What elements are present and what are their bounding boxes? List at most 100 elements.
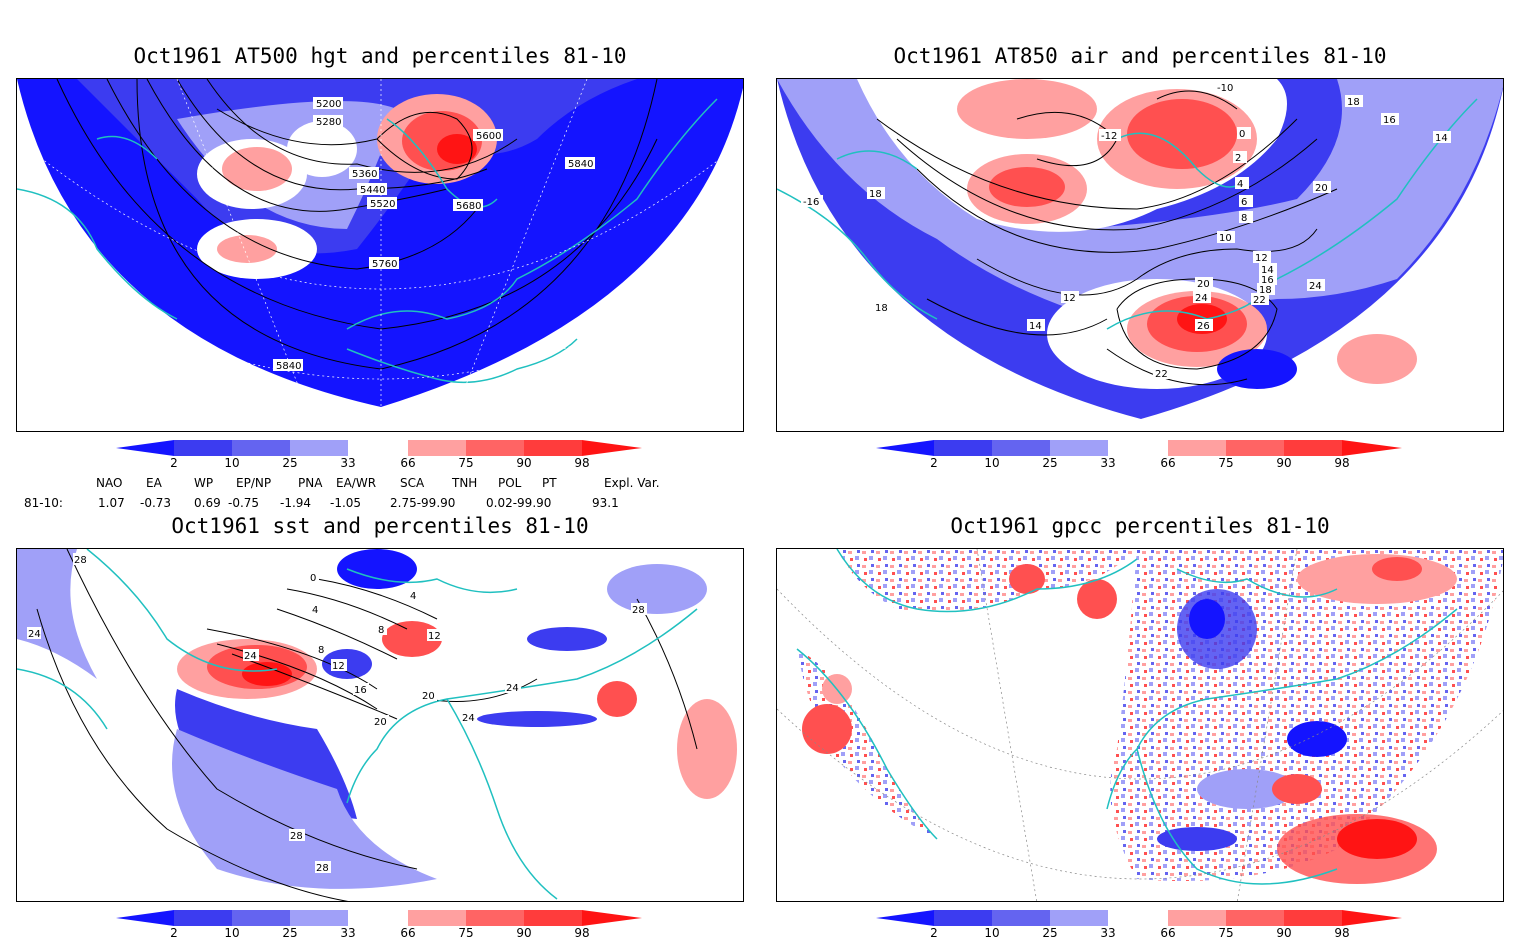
- svg-text:16: 16: [1383, 115, 1396, 126]
- panel-title-air850: Oct1961 AT850 air and percentiles 81-10: [893, 44, 1387, 68]
- svg-text:12: 12: [332, 661, 345, 672]
- contour-labels: 28 24 0 4 4 8 8 12 12 16 20 20 24 24 24 …: [27, 553, 647, 874]
- sst-contours: [36, 549, 698, 901]
- index-header: TNH: [452, 476, 478, 490]
- svg-text:8: 8: [1241, 213, 1247, 224]
- svg-text:0: 0: [310, 573, 316, 584]
- svg-text:20: 20: [1315, 183, 1328, 194]
- svg-text:12: 12: [1063, 293, 1076, 304]
- svg-text:14: 14: [1261, 265, 1274, 276]
- svg-text:-12: -12: [1101, 131, 1117, 142]
- svg-text:18: 18: [1259, 285, 1272, 296]
- svg-text:28: 28: [632, 605, 645, 616]
- cb-label: 33: [1100, 926, 1116, 940]
- cb-label: 98: [1334, 926, 1350, 940]
- svg-text:14: 14: [1435, 133, 1448, 144]
- index-header: EA: [146, 476, 162, 490]
- svg-text:24: 24: [1195, 293, 1208, 304]
- temperature-contours: [876, 90, 1338, 386]
- cb-label: 66: [1160, 926, 1176, 940]
- index-value-ea: -0.73: [140, 496, 172, 510]
- svg-text:20: 20: [1197, 279, 1210, 290]
- svg-text:24: 24: [1309, 281, 1322, 292]
- svg-text:24: 24: [28, 629, 41, 640]
- cb-label: 98: [574, 456, 590, 470]
- cb-label: 25: [1042, 456, 1058, 470]
- cb-label: 33: [1100, 456, 1116, 470]
- svg-text:18: 18: [1347, 97, 1360, 108]
- cb-label: 75: [1218, 926, 1234, 940]
- index-header: EP/NP: [236, 476, 272, 490]
- cb-label: 25: [1042, 926, 1058, 940]
- cb-label: 90: [1276, 926, 1292, 940]
- svg-text:4: 4: [1237, 179, 1243, 190]
- cb-label: 98: [1334, 456, 1350, 470]
- svg-text:24: 24: [244, 651, 257, 662]
- cb-label: 2: [170, 926, 178, 940]
- svg-text:4: 4: [410, 591, 416, 602]
- index-header: NAO: [96, 476, 123, 490]
- svg-text:8: 8: [378, 625, 384, 636]
- svg-text:2: 2: [1235, 153, 1241, 164]
- index-value-pna: -1.94: [280, 496, 312, 510]
- cb-label: 2: [170, 456, 178, 470]
- index-value-expl-var: 93.1: [592, 496, 619, 510]
- coastlines: [17, 549, 698, 900]
- cb-label: 90: [516, 456, 532, 470]
- svg-text:-16: -16: [803, 197, 819, 208]
- svg-text:5520: 5520: [370, 199, 395, 210]
- panel-title-hgt500: Oct1961 AT500 hgt and percentiles 81-10: [133, 44, 627, 68]
- svg-text:4: 4: [312, 605, 318, 616]
- index-value-wp: 0.69: [194, 496, 221, 510]
- cb-label: 33: [340, 456, 356, 470]
- svg-text:5760: 5760: [372, 259, 397, 270]
- contour-labels: 5200 5280 5360 5440 5520 5600 5680 5760 …: [273, 97, 595, 372]
- map-sst: 28 24 0 4 4 8 8 12 12 16 20 20 24 24 24 …: [16, 548, 744, 902]
- svg-text:20: 20: [422, 691, 435, 702]
- index-value-sca-tnh: 2.75-99.90: [390, 496, 456, 510]
- coastlines: [796, 549, 1458, 885]
- cb-label: 10: [984, 456, 1000, 470]
- panel-title-gpcc: Oct1961 gpcc percentiles 81-10: [950, 514, 1330, 538]
- cb-label: 2: [930, 456, 938, 470]
- svg-text:28: 28: [74, 555, 87, 566]
- svg-text:0: 0: [1239, 129, 1245, 140]
- svg-text:5600: 5600: [476, 131, 501, 142]
- cb-label: 75: [458, 456, 474, 470]
- index-value-pol-pt: 0.02-99.90: [486, 496, 552, 510]
- cb-label: 10: [224, 926, 240, 940]
- svg-text:18: 18: [869, 189, 882, 200]
- index-header: PT: [542, 476, 557, 490]
- index-header: PNA: [298, 476, 323, 490]
- svg-text:28: 28: [316, 863, 329, 874]
- svg-text:5840: 5840: [568, 159, 593, 170]
- coastlines: [777, 98, 1478, 330]
- svg-text:5840: 5840: [276, 361, 301, 372]
- svg-text:10: 10: [1219, 233, 1232, 244]
- cb-label: 98: [574, 926, 590, 940]
- svg-text:6: 6: [1241, 197, 1247, 208]
- svg-text:-10: -10: [1217, 83, 1233, 94]
- svg-text:16: 16: [1261, 275, 1274, 286]
- coastlines: [17, 98, 718, 384]
- colorbar-gpcc: 2 10 25 33 66 75 90 98: [876, 910, 1402, 946]
- index-header: Expl. Var.: [604, 476, 660, 490]
- colorbar-air850: 2 10 25 33 66 75 90 98: [876, 440, 1402, 476]
- svg-text:5680: 5680: [456, 201, 481, 212]
- svg-text:16: 16: [354, 685, 367, 696]
- map-hgt500: 5200 5280 5360 5440 5520 5600 5680 5760 …: [16, 78, 744, 432]
- svg-text:12: 12: [1255, 253, 1268, 264]
- cb-label: 66: [400, 926, 416, 940]
- svg-text:5280: 5280: [316, 117, 341, 128]
- cb-label: 75: [458, 926, 474, 940]
- colorbar-sst: 2 10 25 33 66 75 90 98: [116, 910, 642, 946]
- svg-text:8: 8: [318, 645, 324, 656]
- cb-label: 90: [1276, 456, 1292, 470]
- cb-label: 2: [930, 926, 938, 940]
- map-air850: -10 -12 0 2 4 6 8 10 12 14 16 18 18 18 2…: [776, 78, 1504, 432]
- index-value-nao: 1.07: [98, 496, 125, 510]
- cb-label: 90: [516, 926, 532, 940]
- svg-text:24: 24: [506, 683, 519, 694]
- index-header: SCA: [400, 476, 425, 490]
- index-header: POL: [498, 476, 522, 490]
